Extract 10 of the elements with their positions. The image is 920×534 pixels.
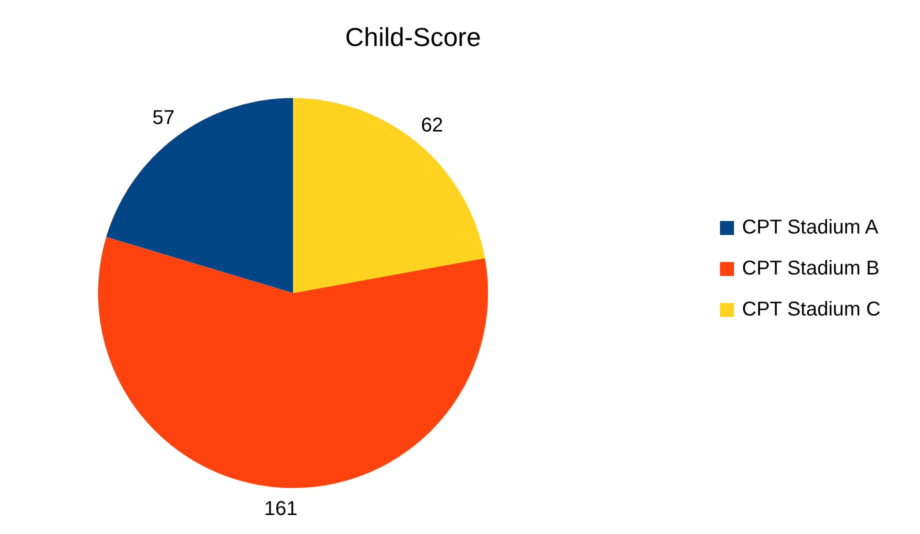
data-label: 62 [420,114,444,137]
pie-slice [293,98,485,293]
legend-label: CPT Stadium A [742,216,880,238]
pie-slice [106,98,293,293]
legend-label: CPT Stadium B [742,257,880,280]
chart-title: Child-Score [345,22,481,52]
data-label: 57 [152,107,175,130]
pie-slice [98,236,488,488]
data-label: 161 [264,498,298,520]
legend-label: CPT Stadium C [742,298,881,320]
